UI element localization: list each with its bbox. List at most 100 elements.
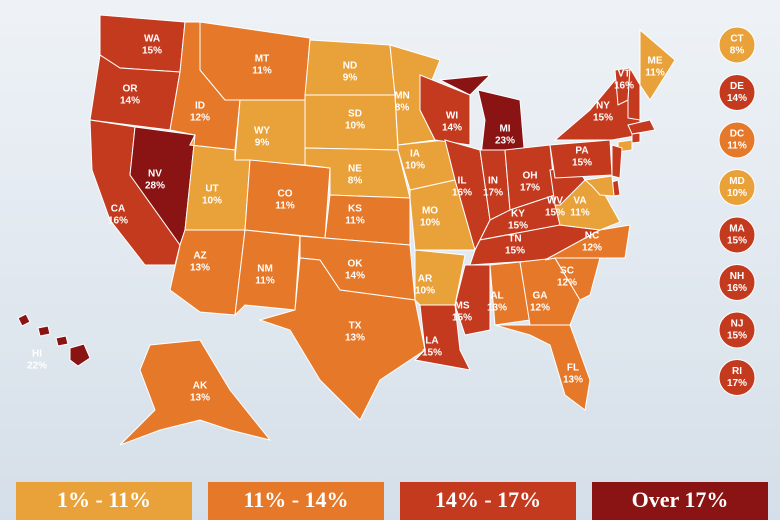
state-shape <box>324 194 411 246</box>
state-abbr: WA <box>144 34 160 45</box>
state-abbr: NJ <box>731 319 744 330</box>
state-abbr: KS <box>348 204 362 215</box>
state-badge <box>718 74 756 111</box>
state-value: 15% <box>727 236 747 247</box>
state-badge <box>718 216 756 254</box>
state-abbr: NE <box>348 164 362 175</box>
state-value: 17% <box>483 188 503 199</box>
state-abbr: TX <box>349 321 362 332</box>
state-value: 10% <box>405 161 425 172</box>
state-value: 11% <box>727 141 747 152</box>
state-value: 9% <box>255 138 270 149</box>
state-abbr: UT <box>205 184 218 195</box>
state-shape <box>234 229 301 317</box>
legend-swatch <box>400 482 576 520</box>
state-abbr: MD <box>729 176 745 187</box>
state-shape <box>631 132 641 144</box>
state-abbr: AR <box>418 274 433 285</box>
legend-swatch <box>16 482 192 520</box>
state-value: 13% <box>487 303 507 314</box>
state-value: 14% <box>120 96 140 107</box>
state-badge <box>718 264 756 301</box>
state-value: 22% <box>27 361 47 372</box>
legend-swatch <box>592 482 768 520</box>
state-abbr: SC <box>560 266 574 277</box>
state-value: 13% <box>190 393 210 404</box>
legend-swatch <box>208 482 384 520</box>
state-value: 16% <box>452 188 472 199</box>
state-abbr: IL <box>458 176 467 187</box>
state-shape <box>438 74 492 96</box>
state-abbr: AL <box>490 291 503 302</box>
state-abbr: TN <box>508 234 521 245</box>
state-value: 15% <box>452 313 472 324</box>
state-value: 15% <box>505 246 525 257</box>
state-value: 28% <box>145 181 165 192</box>
state-abbr: CA <box>111 204 125 215</box>
state-value: 15% <box>508 221 528 232</box>
state-value: 16% <box>614 81 634 92</box>
state-value: 14% <box>345 271 365 282</box>
state-value: 14% <box>442 123 462 134</box>
state-value: 9% <box>343 73 358 84</box>
state-abbr: WY <box>254 126 270 137</box>
state-value: 23% <box>495 136 515 147</box>
state-shapes <box>17 14 676 446</box>
state-abbr: AK <box>193 381 208 392</box>
state-value: 15% <box>545 208 565 219</box>
state-shape <box>17 313 31 327</box>
state-value: 10% <box>345 121 365 132</box>
state-abbr: HI <box>32 349 42 360</box>
state-badge <box>718 359 756 396</box>
state-abbr: RI <box>732 366 742 377</box>
state-shape <box>627 119 656 135</box>
state-value: 15% <box>727 331 747 342</box>
state-shape <box>55 335 69 347</box>
legend: 1% - 11% 11% - 14% 14% - 17% Over 17% <box>16 482 768 520</box>
state-shape <box>611 144 623 179</box>
state-badge <box>718 121 756 159</box>
state-abbr: VT <box>618 69 631 80</box>
state-abbr: GA <box>533 291 548 302</box>
state-value: 15% <box>572 158 592 169</box>
state-abbr: MS <box>455 301 470 312</box>
state-value: 10% <box>415 286 435 297</box>
state-value: 11% <box>345 216 365 227</box>
state-value: 12% <box>530 303 550 314</box>
state-abbr: IN <box>488 176 498 187</box>
state-value: 14% <box>727 93 747 104</box>
state-value: 13% <box>563 375 583 386</box>
state-value: 13% <box>345 333 365 344</box>
state-labels: WA15%OR14%CA16%NV28%ID12%MT11%WY9%UT10%C… <box>27 34 665 404</box>
state-abbr: DE <box>730 81 744 92</box>
state-value: 11% <box>570 208 590 219</box>
state-abbr: NY <box>596 101 610 112</box>
state-shape <box>409 179 476 251</box>
state-abbr: IA <box>410 149 420 160</box>
state-abbr: KY <box>511 209 525 220</box>
legend-label: 11% - 14% <box>243 487 348 512</box>
state-shape <box>639 28 676 101</box>
state-value: 15% <box>422 348 442 359</box>
state-value: 15% <box>142 46 162 57</box>
state-value: 13% <box>190 263 210 274</box>
state-value: 17% <box>520 183 540 194</box>
state-shape <box>37 325 51 337</box>
state-abbr: ID <box>195 101 205 112</box>
state-abbr: MN <box>394 91 410 102</box>
state-abbr: MI <box>499 124 510 135</box>
state-shape <box>258 257 426 421</box>
state-shape <box>583 175 615 197</box>
state-abbr: PA <box>575 146 588 157</box>
state-shape <box>69 343 91 367</box>
state-value: 15% <box>593 113 613 124</box>
state-abbr: LA <box>425 336 438 347</box>
state-shape <box>627 66 641 121</box>
state-abbr: VA <box>573 196 586 207</box>
state-value: 17% <box>727 378 747 389</box>
state-abbr: AZ <box>193 251 206 262</box>
state-abbr: WI <box>446 111 458 122</box>
state-abbr: OK <box>348 259 364 270</box>
